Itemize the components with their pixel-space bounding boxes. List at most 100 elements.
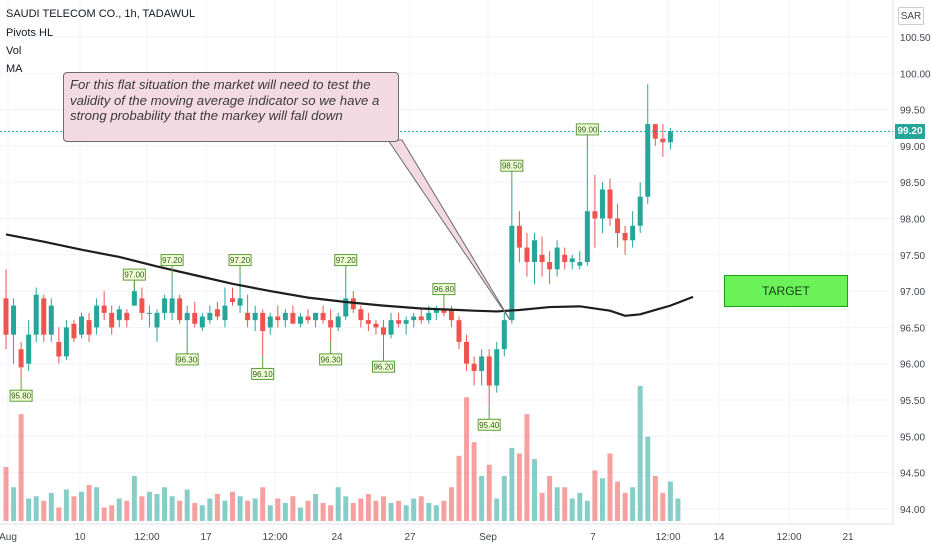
candle-body [63, 327, 69, 357]
candle-body [109, 312, 115, 328]
volume-bar [267, 505, 273, 521]
pivot-value: 96.20 [373, 363, 394, 372]
currency-button[interactable]: SAR [898, 7, 924, 25]
price-tick-label: 95.50 [900, 396, 925, 407]
candle-body [652, 124, 658, 139]
candle-body [237, 298, 243, 306]
time-tick-label: 12:00 [134, 532, 159, 543]
volume-bar [350, 503, 356, 521]
candle-body [584, 211, 590, 263]
price-tick-label: 97.00 [900, 287, 925, 298]
candle-body [56, 341, 62, 357]
volume-bar [645, 436, 651, 521]
candle-body [509, 225, 515, 321]
volume-bar [630, 487, 636, 521]
volume-bar [547, 476, 553, 521]
volume-bar [94, 487, 100, 521]
candle-body [358, 309, 364, 321]
volume-bar [592, 470, 598, 521]
volume-bar [230, 491, 235, 521]
candle-body [184, 312, 190, 321]
volume-bar [199, 505, 205, 521]
time-tick-label: 17 [200, 532, 212, 543]
pivot-box [122, 268, 146, 281]
price-tick-label: 97.50 [900, 251, 925, 262]
pivot-value: 96.80 [434, 285, 455, 294]
indicator-ma[interactable]: MA [6, 63, 23, 75]
candle-body [230, 298, 235, 302]
pivot-value: 97.00 [124, 271, 145, 280]
volume-bar [501, 476, 507, 521]
candle-body [486, 356, 492, 386]
pivot-value: 96.30 [177, 355, 198, 364]
annotation-callout[interactable]: For this flat situation the market will … [63, 72, 399, 142]
candle-body [615, 218, 621, 234]
pivot-value: 96.10 [253, 370, 274, 379]
candle-body [313, 312, 319, 321]
volume-bar [177, 500, 183, 521]
candle-body [124, 312, 130, 321]
candle-body [464, 341, 470, 364]
volume-bar [343, 496, 349, 521]
time-tick-label: 21 [842, 532, 854, 543]
candle-body [207, 312, 213, 321]
volume-bar [433, 505, 439, 521]
candle-body [94, 305, 100, 328]
volume-bar [381, 496, 386, 521]
candle-body [501, 320, 507, 350]
candle-body [622, 233, 628, 241]
volume-bar [539, 492, 545, 521]
price-tick-label: 100.50 [900, 33, 931, 44]
time-tick-label: 14 [713, 532, 725, 543]
volume-bar [192, 503, 198, 521]
candle-body [396, 320, 402, 324]
volume-bar [328, 505, 334, 521]
candle-body [18, 349, 24, 368]
target-box[interactable]: TARGET [724, 275, 848, 307]
pivot-box [575, 123, 599, 136]
indicator-volume[interactable]: Vol [6, 45, 22, 57]
candle-body [71, 323, 77, 339]
candle-body [373, 323, 379, 328]
volume-bar [3, 467, 9, 521]
candle-body [516, 225, 522, 248]
candle-body [139, 298, 145, 313]
volume-bar [252, 498, 258, 521]
time-tick-label: 12:00 [262, 532, 287, 543]
volume-bar [320, 503, 326, 521]
volume-bar [667, 481, 673, 521]
volume-bar [184, 489, 190, 521]
volume-bar [388, 503, 394, 521]
candle-body [162, 298, 168, 313]
price-tick-label: 95.00 [900, 432, 925, 443]
candle-body [494, 349, 500, 386]
pivot-value: 95.40 [479, 421, 500, 430]
pivot-box [477, 418, 501, 431]
candle-body [471, 363, 477, 371]
candle-body [320, 312, 326, 321]
volume-bar [214, 494, 220, 521]
volume-bar [396, 500, 402, 521]
candle-body [3, 298, 9, 335]
volume-bar [622, 492, 628, 521]
price-tick-label: 99.50 [900, 106, 925, 117]
volume-bar [260, 487, 266, 521]
time-scale: Aug 10 12:00 17 12:00 24 27 Sep 7 12:00 14 12:00 21 [0, 532, 854, 543]
volume-bar [615, 481, 621, 521]
time-tick-label: 12:00 [776, 532, 801, 543]
volume-bar [222, 500, 228, 521]
time-tick-label: 27 [404, 532, 416, 543]
price-tick-label: 98.50 [900, 178, 925, 189]
volume-bar [569, 498, 575, 521]
volume-bar [637, 386, 643, 521]
volume-bar [109, 505, 115, 521]
price-tick-label: 96.50 [900, 323, 925, 334]
candle-body [192, 312, 198, 324]
volume-bar [441, 500, 447, 521]
time-tick-label: 10 [74, 532, 86, 543]
indicator-pivots[interactable]: Pivots HL [6, 27, 54, 39]
candle-body [554, 247, 560, 270]
volume-bar [532, 459, 537, 521]
price-tick-label: 100.00 [900, 69, 931, 80]
